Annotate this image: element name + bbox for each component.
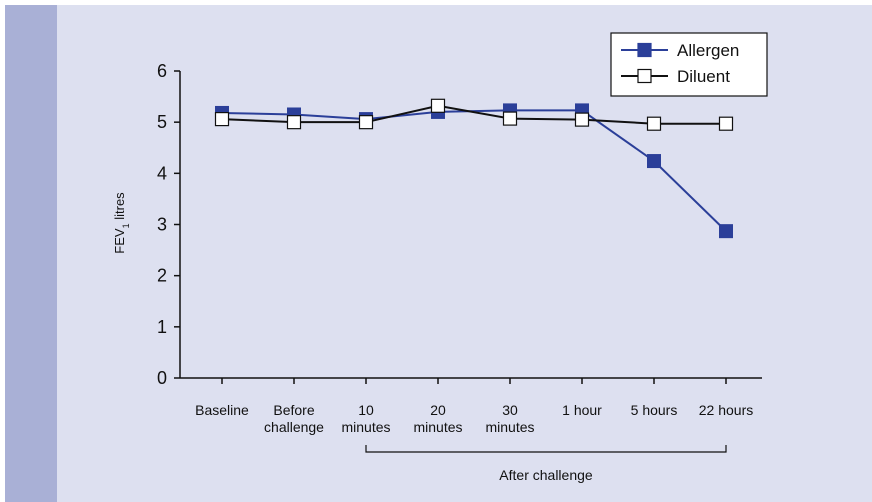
series-layer bbox=[214, 98, 734, 239]
data-point-diluent bbox=[358, 115, 374, 130]
y-tick-label: 2 bbox=[157, 266, 167, 286]
y-axis-title: FEV1 litres bbox=[112, 192, 131, 254]
legend: Allergen Diluent bbox=[610, 32, 768, 97]
x-tick-label-line: challenge bbox=[264, 419, 324, 435]
legend-swatch-marker bbox=[637, 42, 652, 58]
x-tick-label: 30 minutes bbox=[485, 402, 534, 435]
data-point-allergen bbox=[719, 224, 733, 239]
y-tick-label: 6 bbox=[157, 61, 167, 81]
legend-box bbox=[610, 32, 768, 97]
y-ticks: 0 1 2 3 4 5 6 bbox=[157, 61, 180, 388]
y-tick-label: 3 bbox=[157, 215, 167, 235]
x-tick-label-line: 10 bbox=[358, 402, 374, 418]
y-tick-label: 5 bbox=[157, 112, 167, 132]
y-tick-label: 4 bbox=[157, 163, 167, 183]
legend-swatch-marker bbox=[637, 68, 652, 84]
x-tick-label-line: 22 hours bbox=[699, 402, 753, 418]
x-tick-label: 1 hour bbox=[562, 402, 602, 418]
data-point-diluent bbox=[430, 98, 446, 113]
x-tick-label-line: minutes bbox=[341, 419, 390, 435]
y-title-main: FEV bbox=[112, 228, 127, 254]
x-tick-label-line: minutes bbox=[485, 419, 534, 435]
bracket-line bbox=[365, 445, 727, 453]
y-tick-label: 0 bbox=[157, 368, 167, 388]
y-tick-label: 1 bbox=[157, 317, 167, 337]
data-point-diluent bbox=[286, 115, 302, 130]
x-tick-label: 5 hours bbox=[631, 402, 678, 418]
x-tick-label: 10 minutes bbox=[341, 402, 390, 435]
x-tick-label-line: 20 bbox=[430, 402, 446, 418]
x-tick-label-line: 30 bbox=[502, 402, 518, 418]
data-point-diluent bbox=[646, 116, 662, 131]
legend-label-diluent: Diluent bbox=[677, 67, 730, 86]
data-point-diluent bbox=[214, 111, 230, 127]
after-challenge-bracket: After challenge bbox=[365, 445, 727, 483]
axes bbox=[179, 71, 762, 379]
data-point-allergen bbox=[647, 154, 661, 169]
left-accent-stripe bbox=[5, 5, 57, 502]
y-title-subscript: 1 bbox=[121, 223, 131, 228]
data-point-diluent bbox=[718, 116, 734, 131]
data-point-diluent bbox=[574, 112, 590, 127]
x-tick-label-line: minutes bbox=[413, 419, 462, 435]
x-tick-label-line: 5 hours bbox=[631, 402, 678, 418]
x-tick-label: 20 minutes bbox=[413, 402, 462, 435]
x-tick-label-line: Before bbox=[273, 402, 314, 418]
x-tick-label-line: 1 hour bbox=[562, 402, 602, 418]
data-point-diluent bbox=[502, 111, 518, 126]
x-tick-label: Baseline bbox=[195, 402, 249, 418]
series-line-diluent bbox=[221, 104, 726, 125]
x-tick-label: 22 hours bbox=[699, 402, 753, 418]
x-tick-label: Before challenge bbox=[264, 402, 324, 435]
y-title-unit: litres bbox=[112, 192, 127, 224]
legend-label-allergen: Allergen bbox=[677, 41, 739, 60]
x-tick-label-line: Baseline bbox=[195, 402, 249, 418]
after-challenge-label: After challenge bbox=[499, 467, 593, 483]
series-line-allergen bbox=[221, 109, 727, 232]
